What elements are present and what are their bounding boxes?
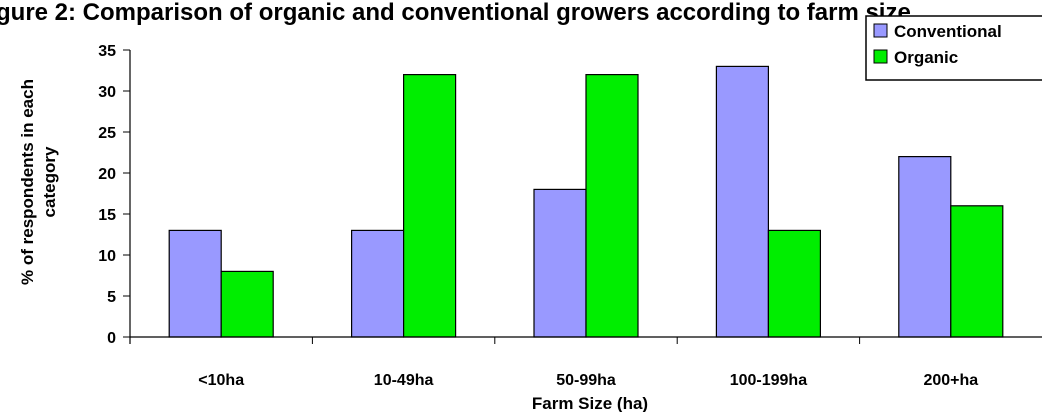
y-tick-label: 20 — [98, 166, 116, 183]
y-tick-label: 15 — [98, 207, 116, 224]
y-tick-label: 10 — [98, 248, 116, 265]
x-tick-label: 10-49ha — [374, 372, 434, 389]
y-tick-label: 0 — [107, 330, 116, 347]
y-tick-label: 25 — [98, 125, 116, 142]
y-tick-label: 5 — [107, 289, 116, 306]
bar-conventional-2 — [533, 188, 587, 338]
y-tick-label: 30 — [98, 84, 116, 101]
bar-organic-4 — [950, 205, 1004, 338]
bar-conventional-3 — [715, 65, 770, 338]
y-axis-label-line-2: category — [40, 146, 59, 217]
legend-box — [865, 15, 1042, 81]
legend-swatch-conventional — [873, 23, 888, 38]
bars — [168, 65, 1004, 338]
x-tick-label: 200+ha — [923, 372, 978, 389]
bar-organic-1 — [403, 73, 457, 338]
x-axis-label: Farm Size (ha) — [532, 394, 648, 412]
legend-swatch-organic — [873, 49, 888, 64]
x-tick-label: 100-199ha — [730, 372, 807, 389]
bar-organic-2 — [585, 73, 639, 338]
chart-title: gure 2: Comparison of organic and conven… — [0, 0, 911, 26]
bar-conventional-1 — [351, 229, 405, 338]
y-axis-label: % of respondents in each category — [18, 79, 59, 285]
axes — [129, 50, 1042, 344]
x-tick-label: <10ha — [198, 372, 244, 389]
bar-conventional-4 — [898, 156, 952, 338]
y-axis-ticks: 0 5 10 15 20 25 30 35 — [98, 43, 130, 347]
y-tick-label: 35 — [98, 43, 116, 60]
x-tick-label: 50-99ha — [556, 372, 616, 389]
legend: Conventional Organic — [865, 15, 1042, 81]
bar-organic-3 — [767, 229, 822, 338]
legend-label-organic: Organic — [894, 48, 958, 67]
x-axis-ticks: <10ha 10-49ha 50-99ha 100-199ha 200+ha — [198, 337, 978, 389]
bar-conventional-0 — [168, 229, 222, 338]
bar-organic-0 — [220, 270, 274, 338]
legend-label-conventional: Conventional — [894, 22, 1002, 41]
y-axis-label-line-1: % of respondents in each — [18, 79, 37, 285]
